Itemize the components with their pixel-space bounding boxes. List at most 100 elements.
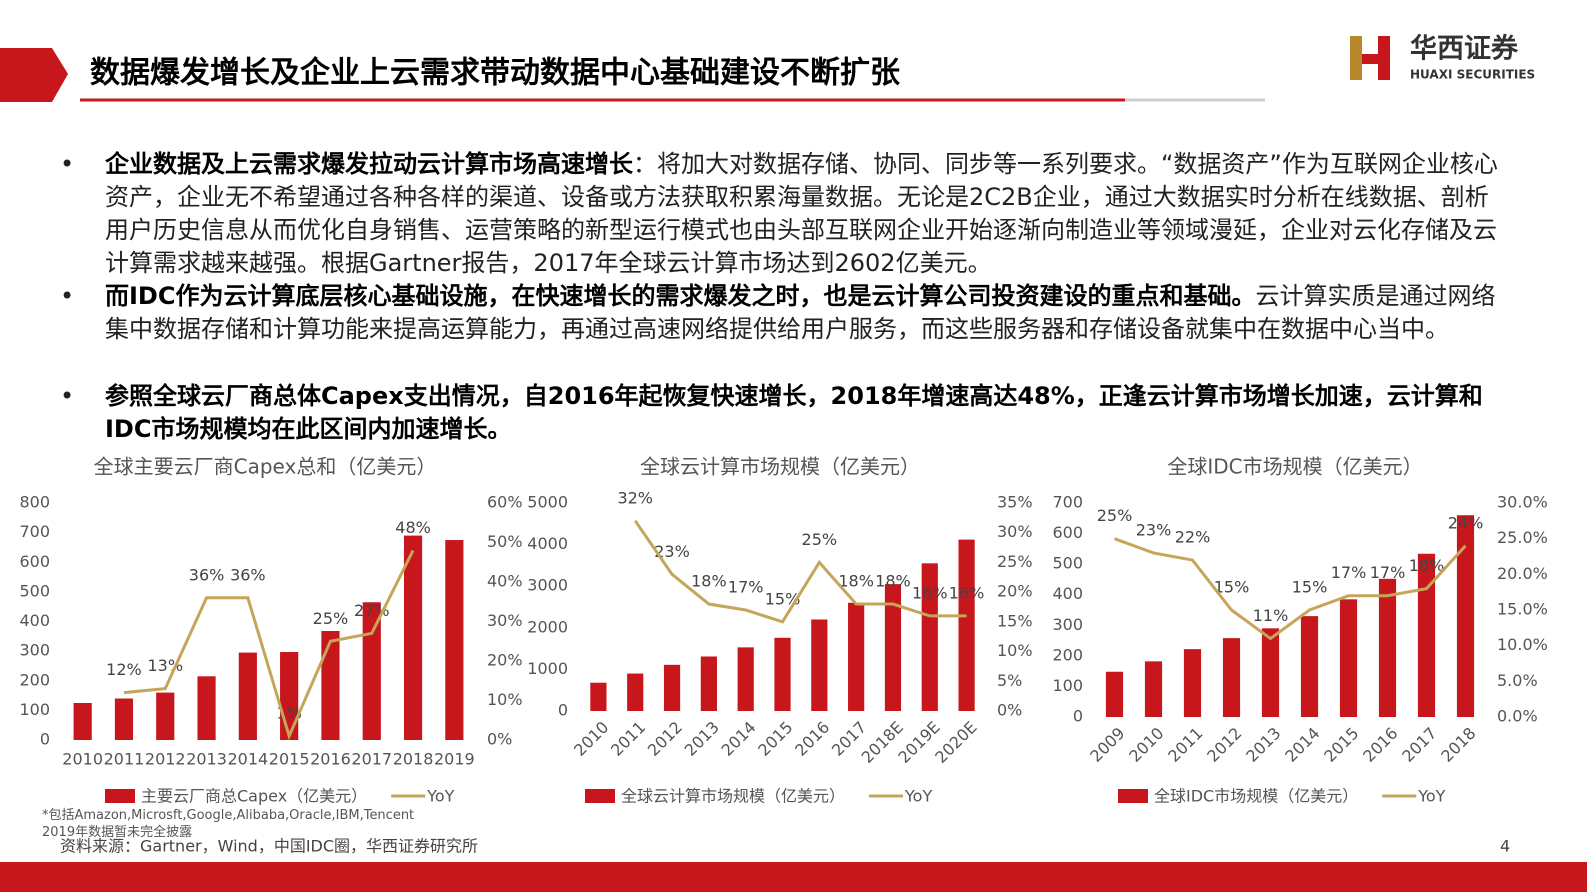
- x-tick-label: 2014: [227, 750, 268, 769]
- x-tick-label: 2013: [1242, 724, 1284, 766]
- bullet: • 参照全球云厂商总体Capex支出情况，自2016年起恢复快速增长，2018年增…: [60, 382, 1483, 443]
- y2-tick-label: 40%: [487, 572, 523, 591]
- y2-tick-label: 60%: [487, 493, 523, 512]
- bar: [1183, 649, 1202, 717]
- y-tick-label: 100: [19, 700, 50, 719]
- x-tick-label: 2012: [1203, 724, 1245, 766]
- x-tick-label: 2014: [717, 718, 759, 760]
- y2-tick-label: 20%: [997, 582, 1033, 601]
- line: [1113, 537, 1467, 641]
- data-label: 18%: [691, 572, 727, 591]
- bar: [700, 656, 717, 711]
- logo-mark: [1378, 36, 1390, 80]
- x-tick-label: 2012: [644, 718, 686, 760]
- bar: [403, 535, 423, 740]
- y-tick-label: 500: [19, 581, 50, 600]
- bar: [1144, 661, 1163, 717]
- bar: [362, 602, 381, 740]
- x-tick-label: 2016: [1359, 724, 1401, 766]
- y-tick-label: 500: [1052, 554, 1083, 573]
- legend-label: YoY: [1417, 787, 1445, 806]
- bar: [1456, 515, 1475, 717]
- line: [633, 519, 967, 624]
- data-label: 25%: [1097, 506, 1133, 525]
- bar: [197, 676, 216, 740]
- y2-tick-label: 30%: [487, 611, 523, 630]
- x-tick-label: 2015: [754, 718, 796, 760]
- y-tick-label: 4000: [527, 534, 568, 553]
- x-tick-label: 2016: [791, 718, 833, 760]
- x-tick-label: 2013: [681, 718, 723, 760]
- bar: [1105, 671, 1124, 717]
- bar: [958, 539, 975, 711]
- legend-swatch: [105, 789, 135, 803]
- y2-tick-label: 15%: [997, 611, 1033, 630]
- y-tick-label: 200: [1052, 645, 1083, 664]
- x-tick-label: 2010: [1125, 724, 1167, 766]
- y-tick-label: 100: [1052, 676, 1083, 695]
- bar: [627, 673, 644, 711]
- bar: [590, 682, 607, 711]
- y2-tick-label: 10%: [997, 641, 1033, 660]
- legend-label: YoY: [426, 787, 454, 806]
- y2-tick-label: 20.0%: [1497, 564, 1548, 583]
- legend-label: 主要云厂商总Capex（亿美元）: [141, 787, 367, 806]
- legend-swatch: [1118, 789, 1148, 803]
- y2-tick-label: 25.0%: [1497, 528, 1548, 547]
- bar: [1222, 638, 1241, 717]
- chart-note: *包括Amazon,Microsft,Google,Alibaba,Oracle…: [42, 808, 414, 840]
- data-label: 36%: [230, 565, 266, 584]
- x-tick-label: 2019: [434, 750, 475, 769]
- x-tick-label: 2017: [351, 750, 392, 769]
- data-label: 16%: [912, 583, 948, 602]
- bar: [321, 630, 340, 740]
- data-label: 11%: [1253, 606, 1289, 625]
- data-label: 24%: [1448, 513, 1484, 532]
- x-tick-label: 2011: [1164, 724, 1206, 766]
- x-tick-label: 2009: [1086, 724, 1128, 766]
- y-tick-label: 0: [1073, 707, 1083, 726]
- y-tick-label: 0: [40, 730, 50, 749]
- y-tick-label: 0: [558, 701, 568, 720]
- footer-bar: [0, 862, 1587, 892]
- x-tick-label: 2012: [145, 750, 186, 769]
- bar: [280, 652, 299, 740]
- chart-title: 全球云计算市场规模（亿美元）: [640, 455, 920, 479]
- y-tick-label: 300: [1052, 615, 1083, 634]
- x-tick-label: 2013: [186, 750, 227, 769]
- x-tick-label: 2020E: [931, 718, 980, 767]
- y-tick-label: 600: [19, 552, 50, 571]
- logo-text: 华西证券: [1410, 33, 1519, 65]
- y2-tick-label: 5%: [997, 671, 1022, 690]
- bar: [884, 584, 902, 711]
- data-label: 18%: [838, 572, 874, 591]
- y-tick-label: 700: [19, 522, 50, 541]
- bar: [238, 652, 257, 740]
- data-label: 17%: [1370, 563, 1406, 582]
- bullet-lead: 参照全球云厂商总体Capex支出情况，自2016年起恢复快速增长，2018年增速…: [105, 382, 1483, 443]
- data-label: 16%: [949, 583, 985, 602]
- y-tick-label: 600: [1052, 523, 1083, 542]
- bar: [1300, 616, 1319, 717]
- x-tick-label: 2011: [607, 718, 649, 760]
- y2-tick-label: 15.0%: [1497, 600, 1548, 619]
- legend-label: 全球IDC市场规模（亿美元）: [1154, 787, 1358, 806]
- x-tick-label: 2011: [104, 750, 145, 769]
- line: [123, 549, 415, 741]
- data-label: 48%: [395, 518, 431, 537]
- x-tick-label: 2018: [393, 750, 434, 769]
- y2-tick-label: 10%: [487, 690, 523, 709]
- bar: [663, 664, 681, 711]
- x-tick-label: 2010: [570, 718, 612, 760]
- y2-tick-label: 50%: [487, 532, 523, 551]
- slide-title: 数据爆发增长及企业上云需求带动数据中心基础建设不断扩张: [90, 56, 900, 91]
- bar: [1378, 578, 1397, 717]
- x-tick-label: 2010: [62, 750, 103, 769]
- data-label: 25%: [802, 530, 838, 549]
- source: 资料来源：Gartner，Wind，中国IDC圈，华西证券研究所: [60, 837, 478, 856]
- y2-tick-label: 30.0%: [1497, 493, 1548, 512]
- x-tick-label: 2015: [1320, 724, 1362, 766]
- bar: [73, 702, 92, 740]
- legend-label: 全球云计算市场规模（亿美元）: [621, 787, 845, 806]
